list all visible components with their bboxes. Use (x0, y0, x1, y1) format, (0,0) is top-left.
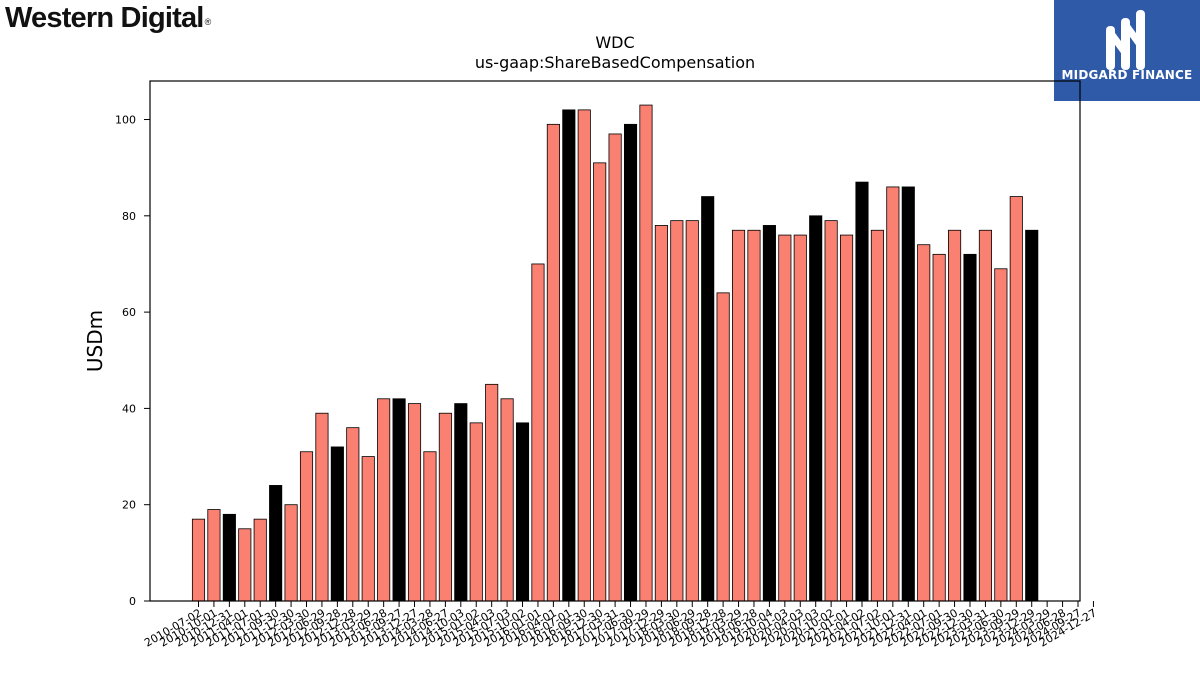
bar (901, 186, 915, 602)
bar (392, 398, 406, 602)
bar (377, 398, 391, 602)
bar (346, 427, 360, 602)
bar (762, 225, 776, 602)
western-digital-logo-text: Western Digital (5, 2, 204, 34)
bar (469, 422, 483, 602)
bar (454, 403, 468, 602)
y-tick-label: 100 (115, 114, 136, 127)
bar (917, 244, 931, 602)
midgard-finance-badge: MIDGARD FINANCE (1054, 0, 1200, 101)
bar (238, 528, 252, 602)
bar (639, 104, 653, 602)
bar (361, 456, 375, 602)
bar (423, 451, 437, 602)
bar (732, 229, 746, 602)
bar (824, 220, 838, 602)
bar (577, 109, 591, 602)
bar (1009, 196, 1023, 602)
bar (840, 234, 854, 602)
bar (886, 186, 900, 602)
bar (485, 383, 499, 602)
bar (747, 229, 761, 602)
registered-mark: ® (204, 17, 212, 27)
bar (299, 451, 314, 602)
bar (855, 181, 869, 602)
bar (593, 162, 607, 602)
y-tick-label: 40 (122, 402, 136, 415)
bar (670, 220, 684, 602)
y-tick-label: 80 (122, 210, 136, 223)
bar (623, 123, 638, 602)
bar (253, 518, 267, 602)
bar (608, 133, 622, 602)
bar (191, 518, 206, 602)
bar (438, 412, 452, 602)
bar (716, 292, 730, 602)
bar (1025, 229, 1039, 602)
y-tick-label: 0 (129, 595, 136, 608)
bar (793, 234, 807, 602)
bar (701, 196, 715, 602)
midgard-finance-label: MIDGARD FINANCE (1061, 68, 1193, 82)
y-tick-label: 60 (122, 306, 136, 319)
bar (222, 513, 236, 602)
bar (870, 229, 884, 602)
bar (978, 229, 992, 602)
bar (654, 225, 668, 602)
chart-title: WDC (595, 33, 635, 52)
bar (562, 109, 576, 602)
bar (963, 253, 977, 602)
bar (284, 504, 298, 602)
bar (515, 422, 530, 602)
bar (546, 123, 560, 602)
western-digital-logo: Western Digital® (5, 2, 212, 35)
bar (994, 268, 1008, 602)
y-tick-label: 20 (122, 499, 136, 512)
midgard-m-logo-icon (1106, 10, 1145, 70)
bar (531, 263, 545, 602)
bar (948, 229, 962, 602)
bar (269, 485, 283, 602)
bar (315, 412, 329, 602)
chart-subtitle: us-gaap:ShareBasedCompensation (474, 53, 756, 72)
bar (500, 398, 514, 602)
bar (932, 253, 946, 602)
bar (330, 446, 344, 602)
y-axis-label: USDm (83, 310, 107, 372)
bar (407, 403, 422, 602)
bar (207, 509, 221, 602)
bar (685, 220, 699, 602)
bar (809, 215, 823, 602)
bar (778, 234, 792, 602)
